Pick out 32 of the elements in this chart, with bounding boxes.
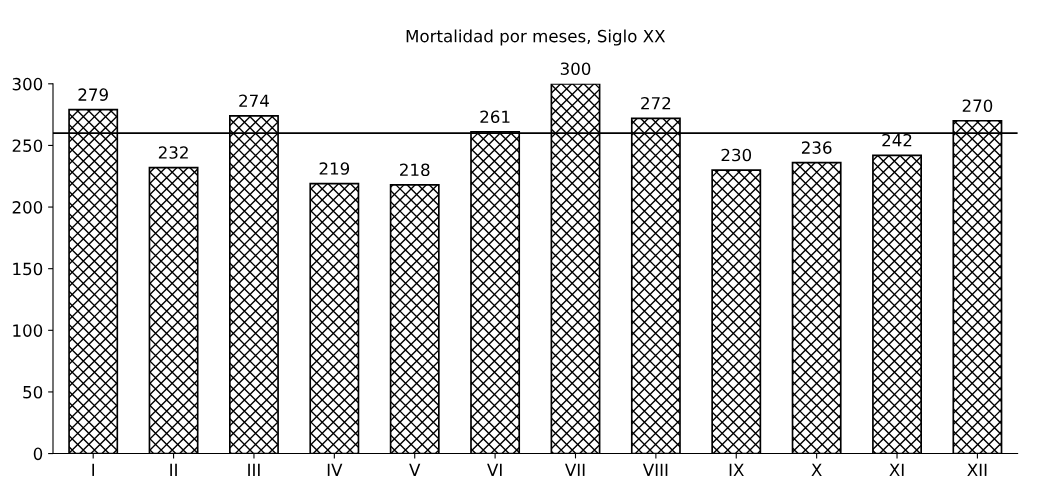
x-tick-label: IX [729, 463, 744, 476]
data-label: 242 [882, 133, 912, 147]
x-tick-label: VI [487, 463, 502, 476]
x-tick-label: XII [967, 463, 987, 476]
data-label: 272 [641, 96, 671, 110]
x-tick-label: II [170, 463, 177, 476]
x-tick-label: I [92, 463, 95, 476]
x-tick-label: VII [565, 463, 585, 476]
x-tick-label: IV [327, 463, 343, 476]
y-tick-label: 100 [13, 324, 43, 337]
y-tick-label: 0 [33, 447, 43, 461]
data-label: 300 [560, 62, 591, 76]
data-label: 279 [78, 88, 108, 101]
data-label: 274 [239, 94, 269, 107]
data-label: 218 [400, 163, 430, 177]
y-tick-label: 250 [12, 139, 43, 152]
x-tick-label: XI [889, 463, 904, 476]
data-label: 261 [480, 110, 510, 124]
data-label: 230 [721, 148, 752, 162]
data-label: 219 [319, 162, 350, 175]
x-tick-label: X [811, 463, 822, 476]
data-label: 236 [801, 141, 832, 154]
y-tick-label: 50 [23, 385, 43, 399]
x-tick-label: III [248, 463, 260, 476]
data-label: 232 [158, 146, 188, 159]
x-tick-label: VIII [642, 463, 668, 476]
y-tick-label: 300 [12, 77, 43, 91]
y-tick-label: 200 [12, 201, 43, 214]
y-tick-label: 150 [13, 262, 43, 276]
data-label: 270 [962, 99, 993, 112]
chart-title: Mortalidad por meses, Siglo XX [406, 29, 666, 46]
x-tick-label: V [409, 463, 421, 476]
